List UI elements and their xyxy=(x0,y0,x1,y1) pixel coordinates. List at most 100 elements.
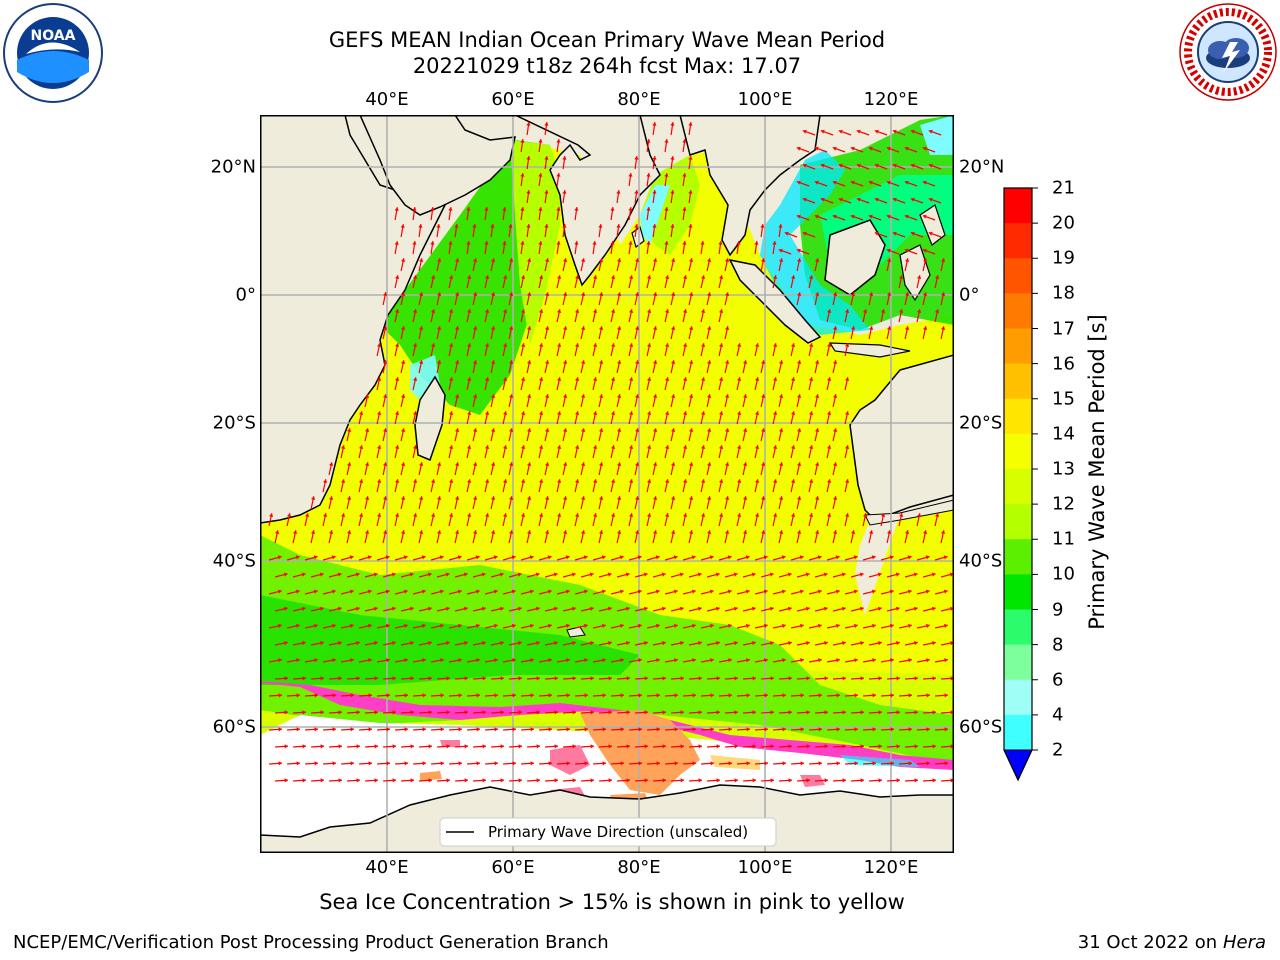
wave-arrow-head xyxy=(707,292,712,296)
wave-arrow-head xyxy=(680,744,684,749)
wave-arrow-head xyxy=(565,589,570,594)
wave-arrow-head xyxy=(467,309,472,313)
wave-arrow-head xyxy=(620,693,624,698)
wave-arrow-head xyxy=(599,360,604,364)
wave-arrow-head xyxy=(590,641,594,646)
wave-arrow-head xyxy=(617,360,622,364)
lon-tick-top-60e: 60°E xyxy=(491,89,535,110)
wave-arrow-head xyxy=(611,343,616,347)
wave-arrow-head xyxy=(611,445,616,449)
wave-arrow-head xyxy=(778,248,783,253)
wave-arrow-head xyxy=(950,778,954,783)
wave-arrow-head xyxy=(349,555,354,560)
wave-arrow-head xyxy=(512,761,516,766)
wave-arrow-head xyxy=(499,606,504,611)
wave-arrow-head xyxy=(656,727,660,732)
wave-arrow-head xyxy=(574,241,579,245)
wave-arrow-head xyxy=(856,163,861,168)
wave-arrow-head xyxy=(383,360,388,364)
wave-arrow-head xyxy=(323,479,328,483)
wave-arrow-head xyxy=(584,761,588,766)
wave-arrow-head xyxy=(925,589,930,594)
wave-arrow-head xyxy=(769,606,774,611)
wave-arrow-head xyxy=(845,479,850,483)
wave-arrow-head xyxy=(871,555,876,560)
wave-arrow-head xyxy=(392,710,396,715)
wave-arrow-head xyxy=(770,744,774,749)
wave-arrow-head xyxy=(419,292,424,296)
wave-arrow-head xyxy=(530,623,534,628)
wave-arrow-head xyxy=(491,394,496,398)
wave-arrow-head xyxy=(689,530,694,534)
wave-arrow-head xyxy=(764,761,768,766)
wave-arrow-head xyxy=(809,275,814,279)
wave-arrow-head xyxy=(751,572,756,577)
wave-arrow-head xyxy=(494,727,498,732)
wave-arrow-head xyxy=(665,275,670,279)
wave-arrow-head xyxy=(782,623,786,628)
wave-arrow-head xyxy=(647,411,652,415)
wave-arrow-head xyxy=(845,411,850,415)
wave-arrow-head xyxy=(701,445,706,449)
wave-arrow-head xyxy=(419,462,424,466)
wave-arrow-head xyxy=(682,241,687,245)
wave-arrow-head xyxy=(787,606,792,611)
wave-arrow-head xyxy=(905,326,910,330)
wave-arrow-head xyxy=(392,641,396,646)
wave-arrow-head xyxy=(745,589,750,594)
wave-arrow-head xyxy=(509,496,514,500)
wave-arrow-head xyxy=(674,761,678,766)
wave-arrow-head xyxy=(689,258,694,262)
wave-arrow-head xyxy=(950,744,954,749)
wave-arrow-head xyxy=(482,744,486,749)
wave-arrow-head xyxy=(853,589,858,594)
wave-arrow-head xyxy=(413,275,418,279)
wave-arrow-head xyxy=(931,606,936,611)
wave-arrow-head xyxy=(395,275,400,279)
wave-arrow-head xyxy=(688,190,693,194)
wave-arrow-head xyxy=(797,258,802,262)
svg-text:NOAA: NOAA xyxy=(31,28,76,44)
wave-arrow-head xyxy=(707,496,712,500)
wave-arrow-head xyxy=(698,710,702,715)
wave-arrow-head xyxy=(914,641,918,646)
wave-arrow-head xyxy=(818,693,822,698)
wave-arrow-head xyxy=(886,180,891,185)
wave-arrow-head xyxy=(716,744,720,749)
wave-arrow-head xyxy=(886,146,891,151)
wave-arrow-head xyxy=(922,248,927,253)
wave-arrow-head xyxy=(548,658,552,663)
wave-arrow-head xyxy=(493,589,498,594)
wave-arrow-head xyxy=(536,641,540,646)
wave-arrow-head xyxy=(565,555,570,560)
wave-arrow-head xyxy=(787,572,792,577)
wave-arrow-head xyxy=(628,241,633,245)
wave-arrow-head xyxy=(563,462,568,466)
wave-arrow-head xyxy=(494,658,498,663)
wave-arrow-head xyxy=(746,693,750,698)
wave-arrow-head xyxy=(503,513,508,517)
wave-arrow-head xyxy=(782,693,786,698)
lat-tick-left-60s: 60°S xyxy=(212,716,256,738)
wave-arrow-head xyxy=(320,676,324,681)
wave-arrow-head xyxy=(854,693,858,698)
wave-arrow-head xyxy=(575,343,580,347)
wave-arrow-head xyxy=(824,744,828,749)
wave-arrow-head xyxy=(320,778,324,783)
wave-arrow-head xyxy=(827,411,832,415)
wave-arrow-head xyxy=(709,589,714,594)
footer-machine: Hera xyxy=(1222,932,1266,953)
wave-arrow-head xyxy=(910,129,915,134)
wave-arrow-head xyxy=(575,411,580,415)
lat-tick-right-0: 0° xyxy=(959,284,980,306)
wave-arrow-head xyxy=(508,224,513,228)
wave-arrow-head xyxy=(701,309,706,313)
wave-arrow-head xyxy=(439,589,444,594)
wave-arrow-head xyxy=(878,744,882,749)
wave-arrow-head xyxy=(401,258,406,262)
wave-arrow-head xyxy=(899,513,904,517)
wave-arrow-head xyxy=(892,163,897,168)
wave-arrow-head xyxy=(773,411,778,415)
wave-arrow-head xyxy=(526,224,531,228)
wave-arrow-head xyxy=(644,710,648,715)
